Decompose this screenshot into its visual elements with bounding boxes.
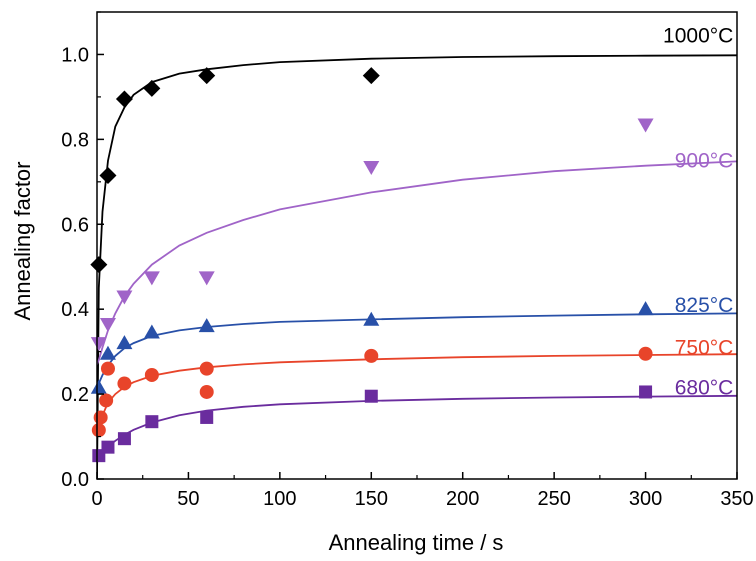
data-point-750c bbox=[638, 346, 653, 361]
series-label-750c: 750°C bbox=[675, 336, 734, 359]
data-point-825c bbox=[116, 335, 133, 350]
data-points bbox=[90, 67, 654, 463]
data-point-680c bbox=[145, 415, 159, 429]
data-point-825c bbox=[198, 318, 215, 333]
data-point-750c bbox=[144, 367, 159, 382]
y-tick-label: 0.4 bbox=[61, 299, 89, 321]
data-point-750c bbox=[199, 384, 214, 399]
data-point-1000c bbox=[115, 90, 133, 108]
data-point-680c bbox=[639, 385, 653, 399]
data-point-750c bbox=[199, 361, 214, 376]
x-tick-label: 250 bbox=[537, 488, 570, 510]
data-point-825c bbox=[143, 324, 160, 339]
data-point-680c bbox=[364, 389, 378, 403]
y-tick-label: 0.0 bbox=[61, 469, 89, 491]
data-point-900c bbox=[363, 160, 380, 175]
x-tick-label: 350 bbox=[720, 488, 753, 510]
x-tick-label: 200 bbox=[446, 488, 479, 510]
data-point-825c bbox=[363, 311, 380, 326]
data-point-1000c bbox=[362, 67, 380, 85]
data-point-900c bbox=[90, 337, 107, 352]
data-point-900c bbox=[99, 318, 116, 333]
data-point-825c bbox=[99, 345, 116, 360]
data-point-1000c bbox=[198, 67, 216, 85]
x-tick-label: 0 bbox=[91, 488, 102, 510]
data-point-750c bbox=[364, 348, 379, 363]
series-label-680c: 680°C bbox=[675, 377, 734, 400]
x-tick-label: 300 bbox=[629, 488, 662, 510]
plot-frame bbox=[96, 11, 738, 480]
data-point-900c bbox=[143, 271, 160, 286]
data-point-900c bbox=[198, 271, 215, 286]
y-tick-label: 0.6 bbox=[61, 214, 89, 236]
data-point-825c bbox=[637, 301, 654, 316]
data-point-750c bbox=[99, 393, 114, 408]
data-point-750c bbox=[117, 376, 132, 391]
data-point-1000c bbox=[90, 256, 108, 274]
data-point-825c bbox=[90, 379, 107, 394]
series-label-1000c: 1000°C bbox=[663, 24, 733, 47]
data-point-750c bbox=[100, 361, 115, 376]
data-point-680c bbox=[200, 410, 214, 424]
y-tick-label: 0.2 bbox=[61, 384, 89, 406]
y-tick-label: 0.8 bbox=[61, 129, 89, 151]
data-point-900c bbox=[637, 118, 654, 133]
data-point-900c bbox=[116, 290, 133, 305]
x-tick-label: 150 bbox=[355, 488, 388, 510]
data-point-1000c bbox=[99, 166, 117, 184]
x-axis-title: Annealing time / s bbox=[329, 530, 504, 555]
axes: 0 50 100 150 200 250 300 350 0.0 0.2 0.4 0.6 0.8 1.0 bbox=[61, 11, 754, 510]
data-point-1000c bbox=[143, 79, 161, 97]
fit-line-680c bbox=[97, 394, 737, 459]
data-point-750c bbox=[91, 423, 106, 438]
data-point-750c bbox=[93, 410, 108, 425]
y-tick-label: 1.0 bbox=[61, 44, 89, 66]
x-tick-label: 50 bbox=[177, 488, 199, 510]
y-axis-title: Annealing factor bbox=[10, 162, 35, 321]
series-label-825c: 825°C bbox=[675, 294, 734, 317]
data-point-680c bbox=[117, 432, 131, 446]
series-label-900c: 900°C bbox=[675, 150, 734, 173]
series-labels: 1000°C 900°C 825°C 750°C 680°C bbox=[663, 24, 733, 399]
data-point-680c bbox=[101, 440, 115, 454]
x-tick-label: 100 bbox=[263, 488, 296, 510]
fit-line-900c bbox=[97, 160, 737, 365]
